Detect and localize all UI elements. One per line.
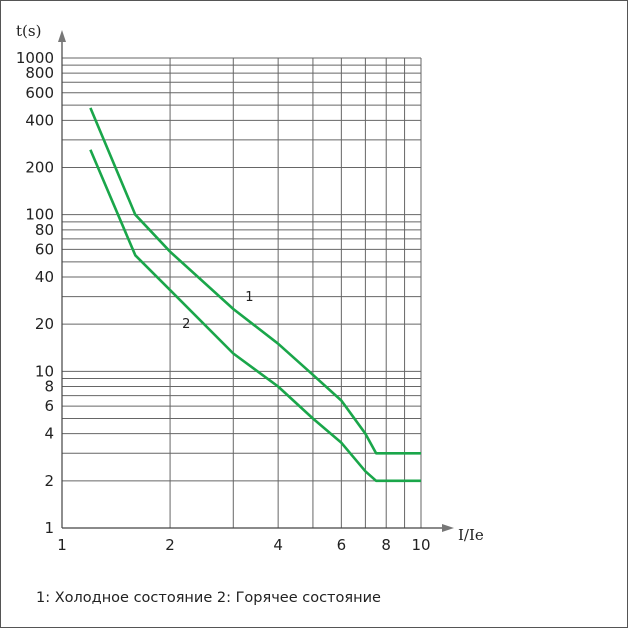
x-tick-label: 6 — [337, 536, 347, 554]
y-tick-label: 200 — [25, 159, 54, 177]
series-line-1 — [89, 107, 421, 455]
y-tick-label: 10 — [35, 362, 54, 380]
y-tick-label: 8 — [44, 378, 54, 396]
y-tick-label: 400 — [25, 111, 54, 129]
y-tick-label: 2 — [44, 472, 54, 490]
x-axis-label: I/Ie — [458, 526, 484, 544]
y-tick-label: 1000 — [16, 49, 54, 67]
y-tick-label: 40 — [35, 268, 54, 286]
x-tick-label: 1 — [57, 536, 67, 554]
y-axis-label: t(s) — [16, 22, 41, 40]
series-label-1: 1 — [245, 290, 253, 305]
y-tick-label: 4 — [44, 425, 54, 443]
x-axis-arrow-icon — [442, 524, 454, 532]
y-tick-label: 100 — [25, 206, 54, 224]
x-tick-label: 8 — [381, 536, 391, 554]
series-line-2 — [89, 149, 421, 483]
y-tick-label: 800 — [25, 64, 54, 82]
y-tick-label: 80 — [35, 221, 54, 239]
y-axis-arrow-icon — [58, 30, 66, 42]
x-tick-label: 10 — [411, 536, 430, 554]
x-tick-label: 2 — [165, 536, 175, 554]
y-tick-label: 6 — [44, 397, 54, 415]
y-tick-label: 60 — [35, 240, 54, 258]
legend-caption: 1: Холодное состояние 2: Горячее состоян… — [36, 590, 381, 606]
y-tick-label: 20 — [35, 315, 54, 333]
y-tick-label: 600 — [25, 84, 54, 102]
y-tick-label: 1 — [44, 519, 54, 537]
x-tick-label: 4 — [273, 536, 283, 554]
series-label-2: 2 — [182, 317, 190, 332]
